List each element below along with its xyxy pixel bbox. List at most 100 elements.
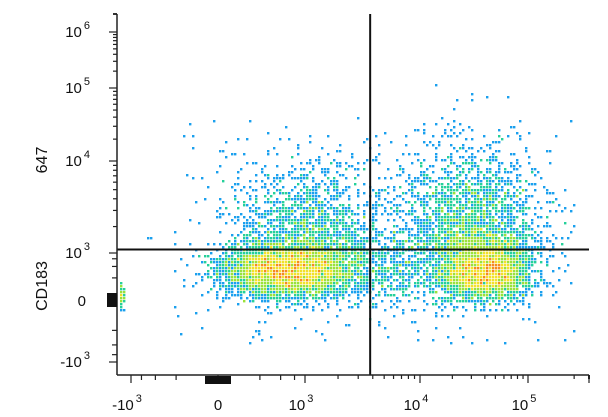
event-dot — [435, 291, 438, 294]
event-dot — [246, 282, 249, 285]
event-dot — [240, 270, 243, 273]
event-dot — [441, 222, 444, 225]
event-dot — [468, 180, 471, 183]
event-dot — [423, 246, 426, 249]
event-dot — [399, 210, 402, 213]
event-dot — [363, 216, 366, 219]
event-dot — [537, 285, 540, 288]
event-dot — [435, 156, 438, 159]
event-dot — [453, 108, 456, 111]
event-dot — [231, 276, 234, 279]
event-dot — [375, 294, 378, 297]
event-dot — [477, 246, 480, 249]
event-dot — [408, 279, 411, 282]
event-dot — [501, 273, 504, 276]
event-dot — [474, 183, 477, 186]
event-dot — [420, 174, 423, 177]
event-dot — [465, 174, 468, 177]
event-dot — [222, 213, 225, 216]
event-dot — [312, 225, 315, 228]
event-dot — [453, 285, 456, 288]
event-dot — [252, 255, 255, 258]
event-dot — [315, 255, 318, 258]
event-dot — [537, 171, 540, 174]
event-dot — [435, 198, 438, 201]
event-dot — [285, 270, 288, 273]
event-dot — [255, 270, 258, 273]
event-dot — [345, 279, 348, 282]
event-dot — [219, 282, 222, 285]
event-dot — [300, 279, 303, 282]
event-dot — [423, 177, 426, 180]
event-dot — [249, 258, 252, 261]
event-dot — [339, 219, 342, 222]
event-dot — [387, 213, 390, 216]
event-dot — [330, 204, 333, 207]
event-dot — [483, 186, 486, 189]
event-dot — [312, 240, 315, 243]
event-dot — [303, 255, 306, 258]
event-dot — [525, 252, 528, 255]
event-dot — [336, 255, 339, 258]
event-dot — [294, 246, 297, 249]
event-dot — [420, 261, 423, 264]
event-dot — [408, 189, 411, 192]
event-dot — [312, 198, 315, 201]
event-dot — [213, 243, 216, 246]
event-dot — [120, 288, 123, 291]
event-dot — [390, 237, 393, 240]
event-dot — [243, 240, 246, 243]
event-dot — [288, 216, 291, 219]
event-dot — [255, 264, 258, 267]
event-dot — [333, 258, 336, 261]
event-dot — [231, 291, 234, 294]
event-dot — [420, 183, 423, 186]
event-dot — [396, 243, 399, 246]
event-dot — [519, 264, 522, 267]
event-dot — [357, 285, 360, 288]
event-dot — [435, 252, 438, 255]
event-dot — [486, 198, 489, 201]
event-dot — [297, 177, 300, 180]
event-dot — [273, 282, 276, 285]
event-dot — [417, 261, 420, 264]
event-dot — [276, 210, 279, 213]
event-dot — [393, 258, 396, 261]
event-dot — [405, 279, 408, 282]
event-dot — [465, 297, 468, 300]
event-dot — [294, 285, 297, 288]
event-dot — [441, 237, 444, 240]
event-dot — [516, 210, 519, 213]
event-dot — [540, 231, 543, 234]
event-dot — [453, 240, 456, 243]
event-dot — [528, 261, 531, 264]
event-dot — [489, 195, 492, 198]
event-dot — [306, 246, 309, 249]
event-dot — [321, 261, 324, 264]
event-dot — [258, 261, 261, 264]
event-dot — [483, 303, 486, 306]
event-dot — [321, 171, 324, 174]
event-dot — [234, 267, 237, 270]
event-dot — [438, 213, 441, 216]
event-dot — [480, 279, 483, 282]
event-dot — [345, 240, 348, 243]
event-dot — [300, 246, 303, 249]
event-dot — [192, 147, 195, 150]
event-dot — [501, 255, 504, 258]
event-dot — [333, 267, 336, 270]
event-dot — [381, 276, 384, 279]
event-dot — [525, 147, 528, 150]
event-dot — [279, 219, 282, 222]
event-dot — [234, 246, 237, 249]
event-dot — [309, 279, 312, 282]
event-dot — [372, 216, 375, 219]
event-dot — [291, 198, 294, 201]
event-dot — [306, 267, 309, 270]
event-dot — [453, 279, 456, 282]
event-dot — [381, 204, 384, 207]
event-dot — [444, 297, 447, 300]
event-dot — [465, 216, 468, 219]
event-dot — [459, 291, 462, 294]
event-dot — [513, 201, 516, 204]
